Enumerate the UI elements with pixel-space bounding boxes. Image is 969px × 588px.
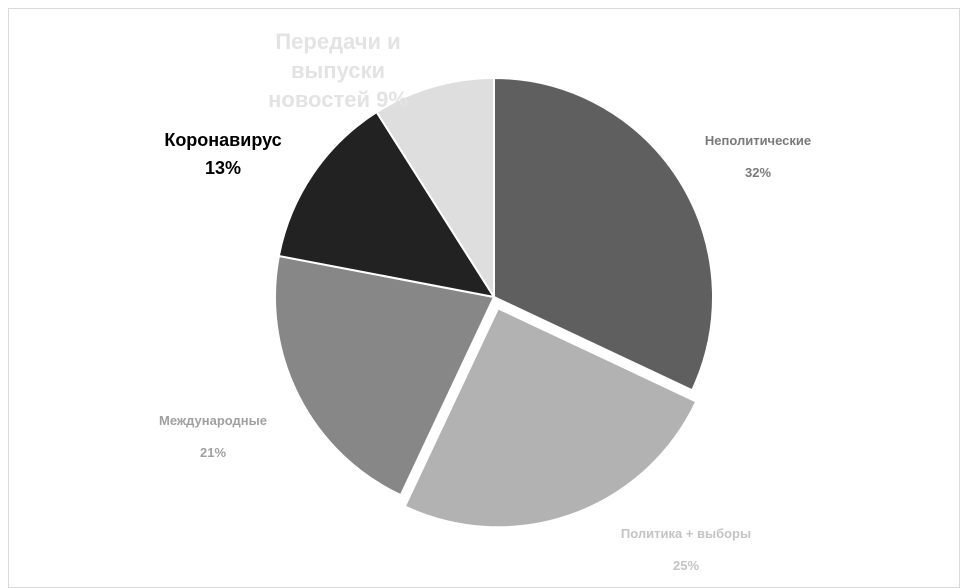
data-label-line: 32% [745, 165, 771, 180]
data-label-line: Политика + выборы [621, 526, 751, 541]
data-label-2: Политика + выборы 25% [621, 526, 751, 573]
data-label-line: 13% [205, 158, 241, 178]
pie-slices [274, 76, 714, 529]
data-label-4: Коронавирус 13% [164, 130, 281, 178]
data-label-line: 21% [200, 445, 226, 460]
data-label-line: Неполитические [705, 133, 811, 148]
data-label-line: новостей 9% [268, 87, 408, 112]
pie-slice-2 [403, 306, 698, 529]
pie-slice-3 [274, 254, 496, 497]
pie-labels: Неполитические 32% Политика + выборы 25% Меж… [159, 29, 811, 573]
data-label-line: выпуски [291, 58, 385, 83]
data-label-line: Коронавирус [164, 130, 281, 150]
data-label-line: Передачи и [275, 29, 400, 54]
pie-slice-4 [277, 110, 497, 299]
pie-slice-1 [493, 76, 714, 392]
data-label-3: Международные 21% [159, 413, 267, 460]
data-label-line: Международные [159, 413, 267, 428]
data-label-5: Передачи и выпуски новостей 9% [268, 29, 408, 112]
data-label-1: Неполитические 32% [705, 133, 811, 180]
pie-slice-5 [375, 76, 495, 301]
data-label-line: 25% [673, 558, 699, 573]
pie-chart: Неполитические 32% Политика + выборы 25% Меж… [159, 29, 811, 573]
